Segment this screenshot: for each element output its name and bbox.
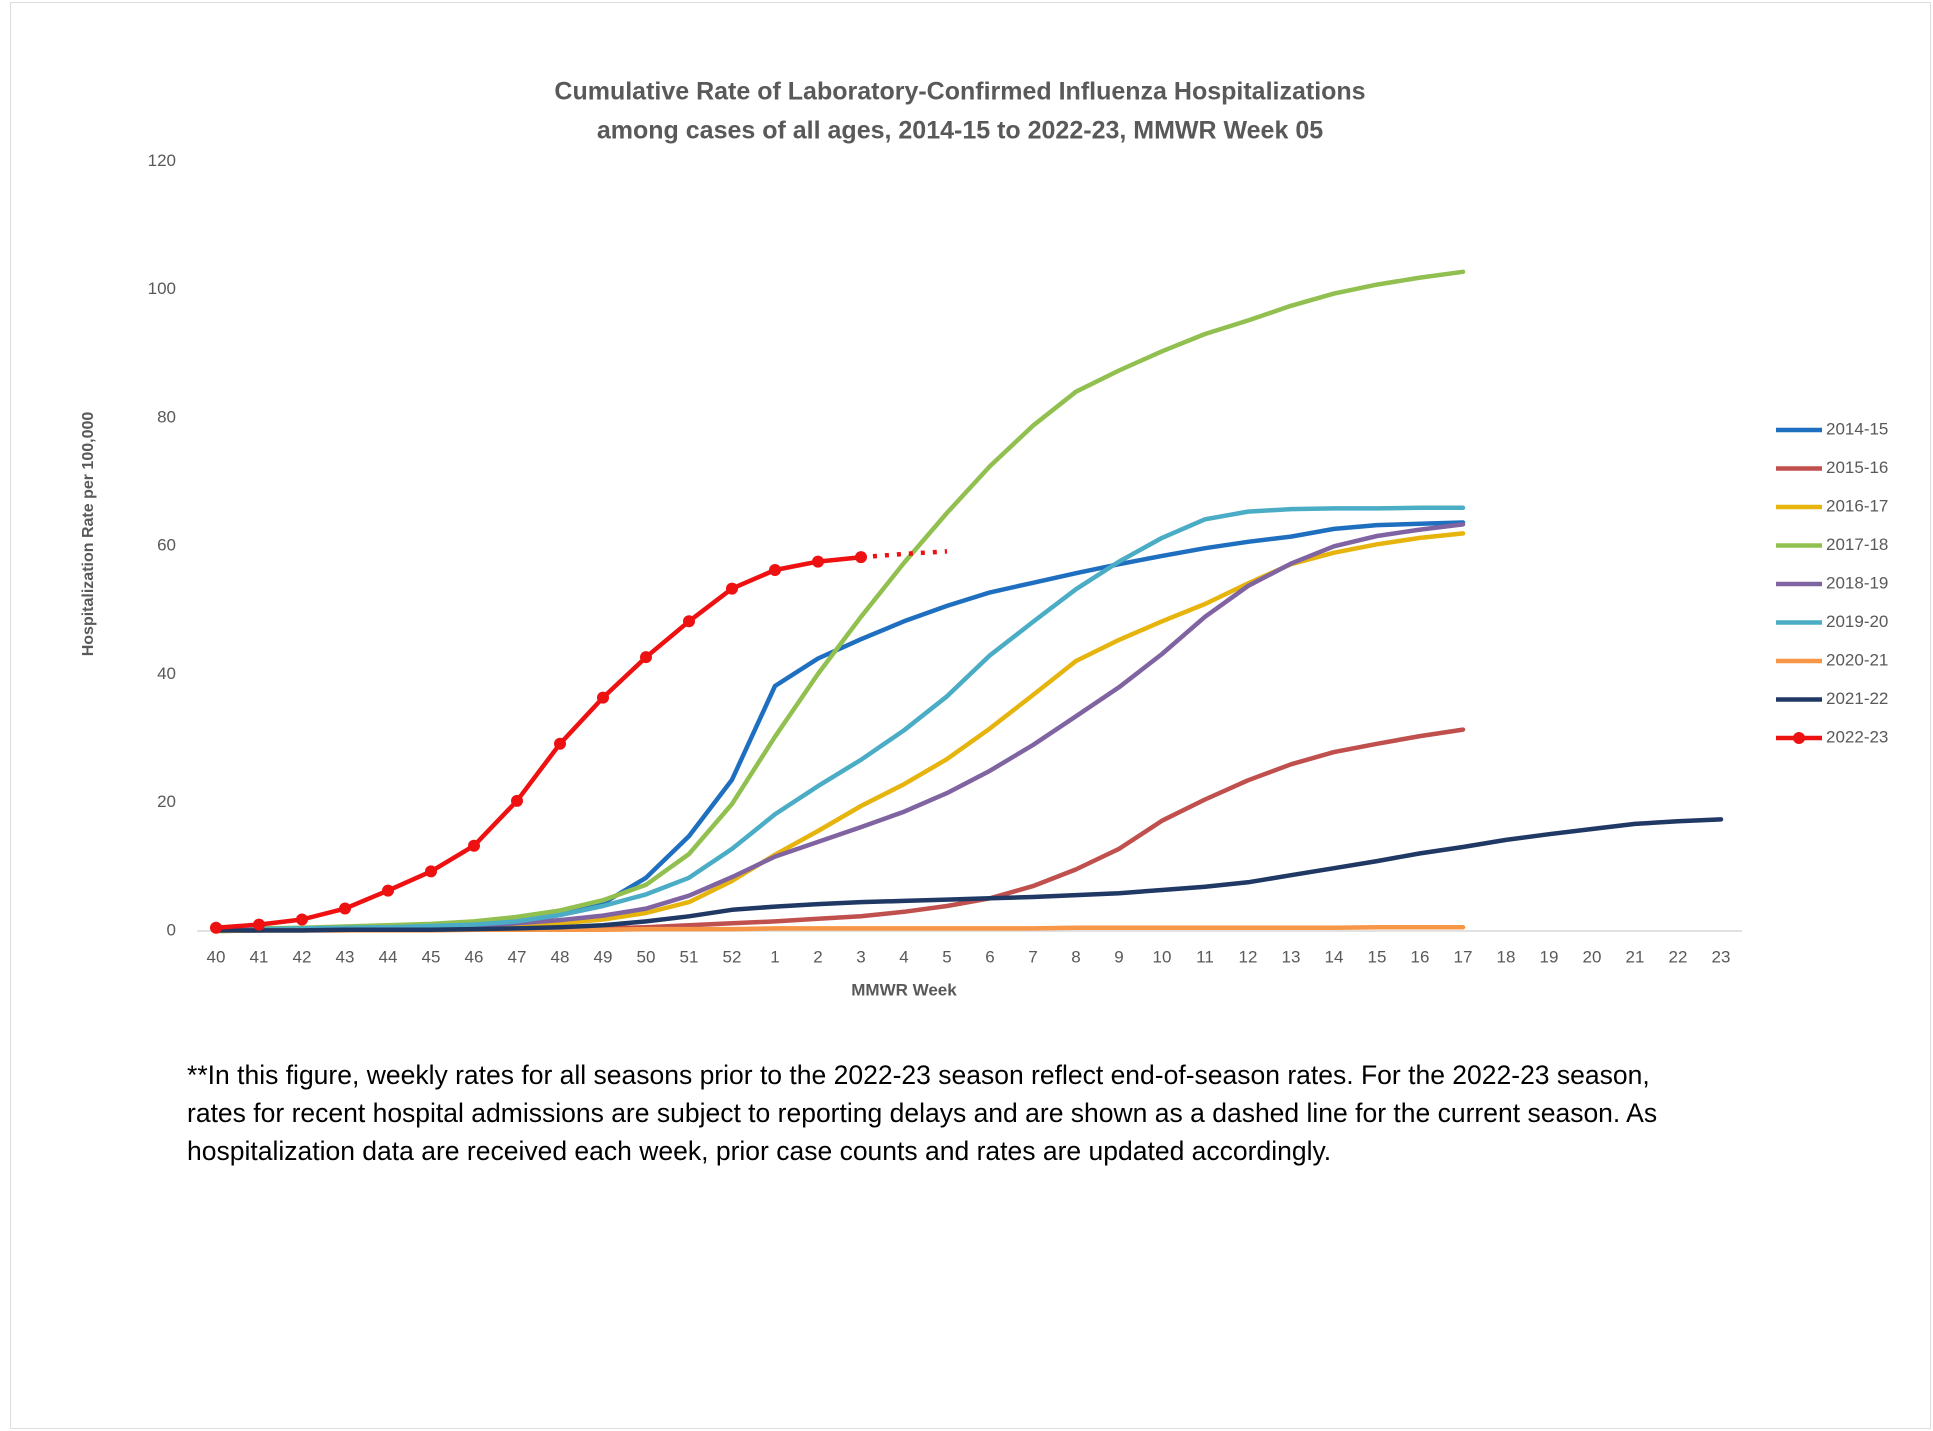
legend-label: 2014-15 xyxy=(1826,419,1888,438)
x-tick-label: 21 xyxy=(1626,947,1645,966)
series-point xyxy=(597,691,609,704)
legend-label: 2018-19 xyxy=(1826,573,1888,592)
y-tick-label: 80 xyxy=(157,407,176,426)
series-point xyxy=(511,794,523,807)
x-tick-label: 22 xyxy=(1669,947,1688,966)
x-tick-label: 3 xyxy=(856,947,865,966)
x-tick-label: 20 xyxy=(1583,947,1602,966)
series-line xyxy=(213,269,1466,932)
x-tick-label: 16 xyxy=(1411,947,1430,966)
legend-label: 2022-23 xyxy=(1826,727,1888,746)
x-tick-label: 17 xyxy=(1454,947,1473,966)
series-point xyxy=(683,615,695,628)
page-frame xyxy=(10,2,1931,1429)
y-axis-label: Hospitalization Rate per 100,000 xyxy=(80,412,97,657)
series-point xyxy=(812,555,824,568)
legend-label: 2017-18 xyxy=(1826,535,1888,554)
y-tick-label: 120 xyxy=(148,151,176,170)
x-tick-label: 42 xyxy=(293,947,312,966)
x-tick-label: 4 xyxy=(899,947,908,966)
legend-marker xyxy=(1793,732,1805,744)
x-tick-label: 44 xyxy=(379,947,398,966)
x-tick-label: 14 xyxy=(1325,947,1344,966)
chart: Cumulative Rate of Laboratory-Confirmed … xyxy=(80,78,1888,1000)
x-tick-label: 40 xyxy=(207,947,226,966)
x-tick-label: 18 xyxy=(1497,947,1516,966)
series-line xyxy=(213,505,1466,932)
footnote-line: **In this figure, weekly rates for all s… xyxy=(187,1060,1650,1090)
x-tick-label: 52 xyxy=(723,947,742,966)
y-tick-label: 20 xyxy=(157,792,176,811)
x-tick-label: 51 xyxy=(680,947,699,966)
x-tick-label: 15 xyxy=(1368,947,1387,966)
x-tick-label: 48 xyxy=(551,947,570,966)
x-tick-label: 47 xyxy=(508,947,527,966)
chart-title: Cumulative Rate of Laboratory-Confirmed … xyxy=(554,78,1365,106)
legend-label: 2015-16 xyxy=(1826,458,1888,477)
x-tick-label: 50 xyxy=(637,947,656,966)
x-tick-label: 45 xyxy=(422,947,441,966)
x-tick-label: 46 xyxy=(465,947,484,966)
y-tick-label: 40 xyxy=(157,664,176,683)
series-point xyxy=(726,582,738,595)
x-tick-label: 49 xyxy=(594,947,613,966)
series-point xyxy=(554,737,566,750)
x-tick-label: 23 xyxy=(1712,947,1731,966)
x-tick-label: 1 xyxy=(770,947,779,966)
series-line xyxy=(213,727,1466,933)
x-tick-label: 41 xyxy=(250,947,269,966)
series-line xyxy=(213,531,1466,934)
x-tick-label: 19 xyxy=(1540,947,1559,966)
y-tick-label: 60 xyxy=(157,536,176,555)
chart-title: among cases of all ages, 2014-15 to 2022… xyxy=(597,117,1323,145)
x-tick-label: 10 xyxy=(1153,947,1172,966)
series-point xyxy=(339,902,351,915)
x-tick-label: 11 xyxy=(1196,947,1214,966)
legend-label: 2016-17 xyxy=(1826,496,1888,515)
series-point xyxy=(640,651,652,664)
series-point xyxy=(425,865,437,878)
series-point xyxy=(468,839,480,852)
series-point xyxy=(769,563,781,576)
x-axis-label: MMWR Week xyxy=(851,980,957,999)
x-tick-label: 6 xyxy=(985,947,994,966)
y-tick-label: 0 xyxy=(167,920,176,939)
series-point xyxy=(855,551,867,564)
x-tick-label: 5 xyxy=(942,947,951,966)
x-tick-label: 7 xyxy=(1028,947,1037,966)
x-tick-label: 2 xyxy=(813,947,822,966)
series-point xyxy=(210,921,222,934)
x-tick-label: 8 xyxy=(1071,947,1080,966)
series-line xyxy=(213,520,1466,934)
y-tick-label: 100 xyxy=(148,279,176,298)
series-point xyxy=(253,918,265,931)
x-tick-label: 13 xyxy=(1282,947,1301,966)
series-line-dashed xyxy=(860,549,948,560)
legend-label: 2021-22 xyxy=(1826,689,1888,708)
series-point xyxy=(382,884,394,897)
legend-label: 2020-21 xyxy=(1826,650,1888,669)
x-tick-label: 12 xyxy=(1239,947,1258,966)
series-line xyxy=(213,817,1724,933)
footnote-line: rates for recent hospital admissions are… xyxy=(187,1098,1658,1128)
series-line xyxy=(213,554,864,931)
footnote-line: hospitalization data are received each w… xyxy=(187,1136,1332,1166)
x-tick-label: 43 xyxy=(336,947,355,966)
series-line xyxy=(213,522,1466,933)
series-point xyxy=(296,913,308,926)
legend-label: 2019-20 xyxy=(1826,612,1888,631)
x-tick-label: 9 xyxy=(1114,947,1123,966)
